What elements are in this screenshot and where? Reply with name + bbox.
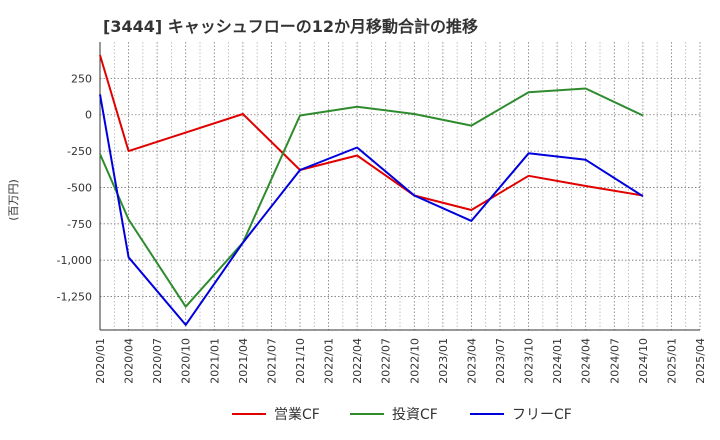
x-tick-label: 2020/10 [180,338,193,384]
y-tick-label: -250 [67,145,92,158]
x-tick-labels: 2020/01 2020/04 2020/07 2020/10 2021/01 2021/… [94,338,707,384]
x-tick-label: 2020/04 [123,338,136,384]
x-tick-label: 2022/07 [380,338,393,384]
x-tick-label: 2020/07 [151,338,164,384]
x-tick-label: 2023/04 [465,338,478,384]
x-tick-label: 2024/04 [580,338,593,384]
series-line-営業CF [99,54,644,211]
y-tick-labels: 250 0 -250 -500 -750 -1,000 -1,250 [57,72,92,303]
series-lines [99,54,644,326]
x-tick-label: 2021/07 [265,338,278,384]
y-axis-label: (百万円) [7,179,20,221]
x-tick-label: 2023/07 [494,338,507,384]
x-tick-label: 2021/04 [237,338,250,384]
x-tick-label: 2021/01 [208,338,221,384]
x-tick-label: 2025/04 [694,338,707,384]
y-tick-label: -1,250 [57,291,92,304]
x-tick-label: 2022/10 [408,338,421,384]
legend-label: 投資CF [392,407,438,423]
y-tick-label: -1,000 [57,254,92,267]
axes [99,42,700,331]
x-tick-label: 2023/01 [437,338,450,384]
x-tick-label: 2022/04 [351,338,364,384]
chart-title: [3444] キャッシュフローの12か月移動合計の推移 [103,17,478,36]
series-line-フリーCF [99,94,644,326]
legend: 営業CF 投資CF フリーCF [232,407,572,423]
y-tick-label: -750 [67,218,92,231]
x-tick-label: 2021/10 [294,338,307,384]
x-tick-label: 2024/07 [608,338,621,384]
x-tick-label: 2025/01 [665,338,678,384]
legend-label: フリーCF [512,407,572,423]
y-tick-label: 250 [71,72,92,85]
x-tick-label: 2022/01 [323,338,336,384]
x-tick-label: 2024/10 [637,338,650,384]
legend-label: 営業CF [274,407,320,423]
y-tick-label: -500 [67,181,92,194]
y-tick-label: 0 [85,109,92,122]
x-tick-label: 2024/01 [551,338,564,384]
series-line-投資CF [99,87,644,308]
x-tick-label: 2020/01 [94,338,107,384]
x-tick-label: 2023/10 [523,338,536,384]
